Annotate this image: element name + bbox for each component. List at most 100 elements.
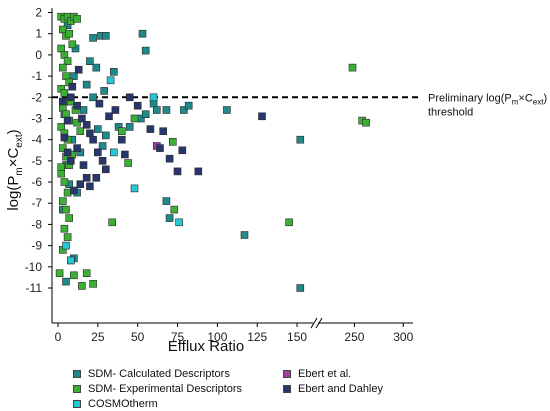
threshold-label-part: )	[543, 92, 547, 104]
data-point	[92, 174, 101, 182]
data-point	[70, 72, 78, 80]
data-point	[55, 269, 64, 278]
data-point	[60, 224, 69, 233]
data-point	[105, 112, 113, 121]
x-tick-label: 125	[247, 330, 267, 344]
threshold-label-line2: threshold	[428, 106, 473, 118]
data-point	[68, 40, 77, 49]
y-tick-label: -3	[31, 111, 42, 125]
threshold-label-part: ext	[533, 97, 544, 106]
data-point	[240, 231, 249, 239]
data-point	[60, 178, 69, 186]
y-axis-title-part: )	[5, 129, 22, 134]
data-point	[82, 80, 91, 89]
data-point	[60, 89, 69, 97]
data-point	[110, 68, 118, 76]
data-point	[175, 218, 183, 227]
data-point	[124, 159, 132, 167]
data-point	[86, 182, 94, 191]
data-point	[67, 256, 75, 265]
data-point	[73, 101, 81, 110]
y-tick-label: -7	[31, 196, 42, 210]
data-point	[102, 165, 110, 174]
data-point	[89, 93, 97, 102]
y-tick-label: -2	[31, 90, 42, 104]
data-point	[86, 57, 94, 66]
threshold-label-part: ×C	[518, 92, 532, 104]
data-point	[146, 125, 155, 133]
y-tick-label: -8	[31, 217, 42, 231]
y-axis-title-part: ext	[14, 134, 25, 148]
data-point	[60, 133, 69, 142]
x-tick-label: 100	[207, 330, 227, 344]
data-point	[125, 123, 134, 131]
y-tick-label: 2	[35, 6, 42, 20]
data-point	[296, 135, 305, 144]
data-point	[141, 110, 150, 118]
data-point	[62, 241, 70, 250]
data-point	[76, 180, 85, 188]
data-point	[141, 46, 150, 55]
x-axis-title: Efflux Ratio	[168, 338, 244, 355]
legend-item-ebert-and-dahley: Ebert and Dahley	[283, 383, 383, 395]
data-point	[130, 184, 139, 193]
data-point	[76, 127, 85, 135]
data-point	[100, 87, 108, 95]
data-point	[165, 214, 174, 222]
x-tick-label: 50	[131, 330, 145, 344]
y-axis-title-part: m	[14, 167, 25, 175]
data-point	[296, 284, 305, 292]
plot-area: 2 1 0 -1 -2 -3 -4 -5 -6 -7 -8 -9 -10 -11 0 25 50 75 100 125…	[5, 6, 547, 356]
data-point	[169, 138, 177, 146]
data-point	[102, 131, 110, 140]
data-point	[118, 135, 126, 144]
y-tick-label: 0	[35, 48, 42, 62]
data-point	[57, 163, 66, 171]
data-point	[173, 167, 182, 176]
legend-item-sdm-experimental: SDM- Experimental Descriptors	[73, 383, 242, 395]
data-point	[106, 76, 115, 85]
data-point	[94, 125, 102, 133]
data-point	[118, 127, 126, 135]
data-point	[153, 106, 161, 114]
data-point	[89, 279, 97, 288]
data-point	[110, 148, 118, 157]
data-point	[78, 282, 86, 290]
data-point	[70, 186, 78, 195]
data-point	[121, 150, 129, 159]
data-point	[223, 106, 231, 114]
data-point	[79, 161, 88, 169]
data-point	[78, 114, 86, 123]
data-point	[165, 154, 174, 163]
data-point	[94, 148, 102, 157]
data-point	[170, 205, 179, 214]
axis-break-mark	[315, 317, 323, 329]
data-point	[65, 29, 73, 38]
data-point	[89, 34, 97, 42]
data-point	[156, 144, 164, 152]
legend-label: COSMOtherm	[88, 398, 158, 410]
y-tick-label: -6	[31, 175, 42, 189]
data-point	[89, 135, 97, 144]
legend-swatch	[73, 400, 81, 408]
data-point	[62, 205, 70, 214]
x-tick-label: 0	[55, 330, 62, 344]
legend-label: Ebert and Dahley	[298, 383, 383, 395]
x-tick-label: 75	[171, 330, 185, 344]
x-tick-label: 150	[287, 330, 307, 344]
legend-item-ebert-et-al: Ebert et al.	[283, 368, 351, 380]
y-tick-label: -4	[31, 133, 42, 147]
legend-label: SDM- Experimental Descriptors	[88, 383, 243, 395]
legend-item-cosmotherm: COSMOtherm	[73, 398, 158, 410]
data-point	[258, 112, 266, 121]
data-point	[70, 271, 78, 280]
data-point	[65, 214, 73, 222]
data-point	[73, 15, 81, 23]
data-point	[285, 218, 293, 227]
data-point	[58, 144, 67, 152]
y-tick-label: -9	[31, 239, 42, 253]
data-point	[79, 106, 88, 114]
data-point	[82, 174, 91, 182]
legend-label: Ebert et al.	[298, 368, 352, 380]
